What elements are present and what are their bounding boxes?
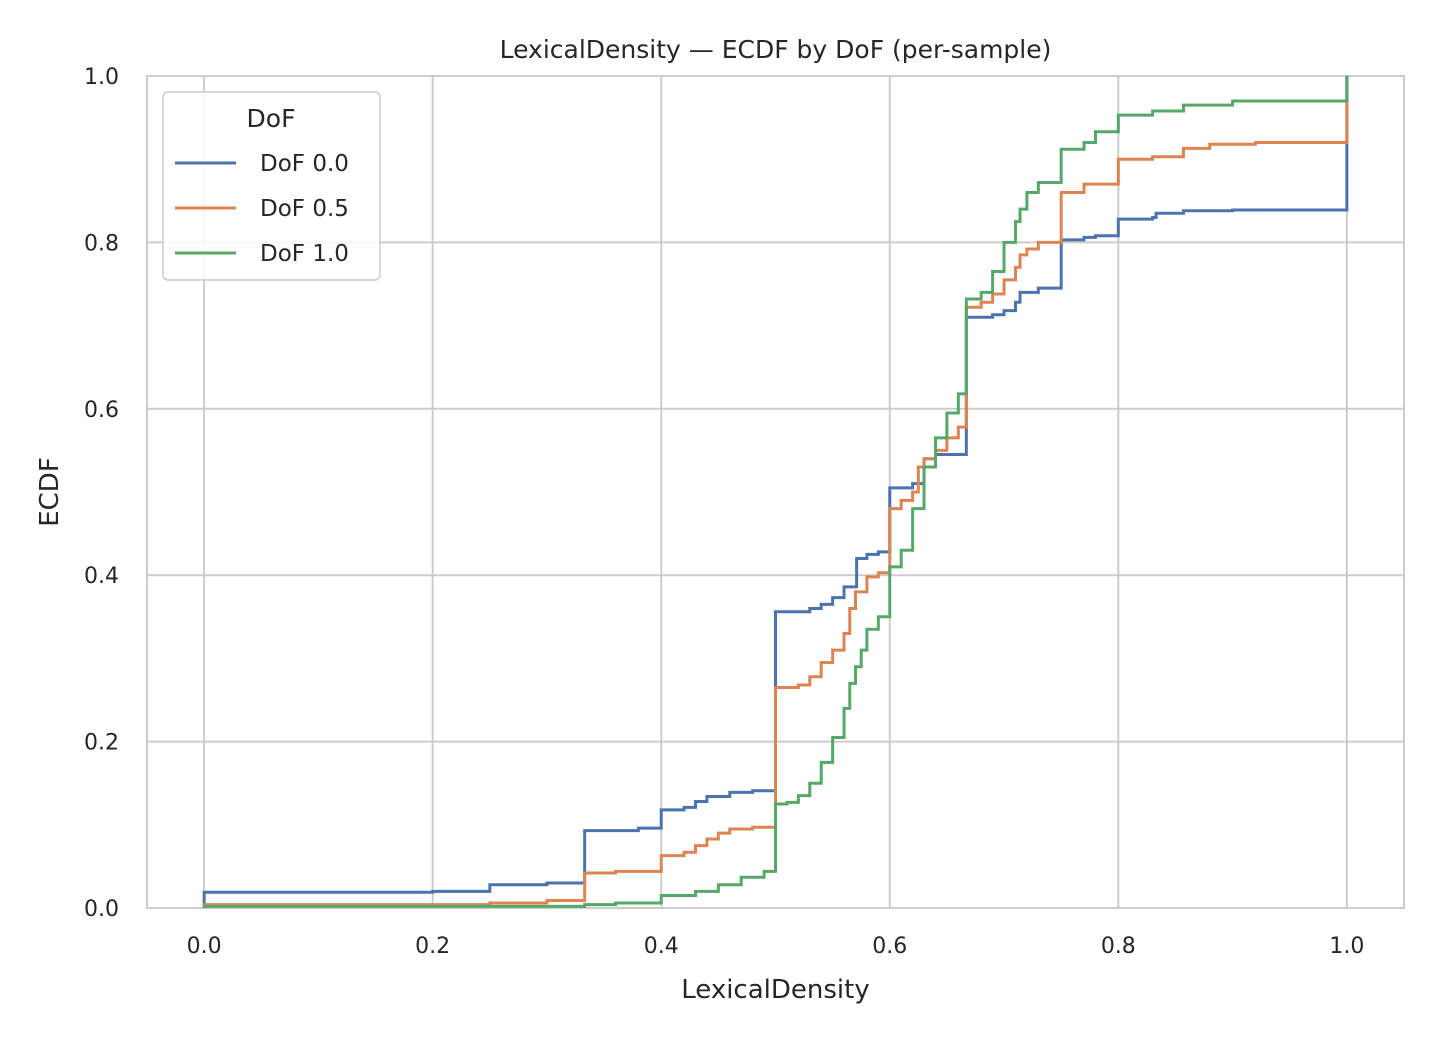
legend-items: DoF 0.0 DoF 0.5 DoF 1.0 (175, 151, 349, 267)
legend-box (162, 91, 381, 281)
x-tick-label: 0.4 (644, 934, 679, 959)
x-tick-label: 0.8 (1101, 934, 1136, 959)
y-axis-label: ECDF (35, 457, 65, 527)
series-line-dof-0-5 (202, 76, 1349, 908)
series-line-dof-0-0 (202, 76, 1349, 908)
y-tick-label: 0.8 (84, 231, 119, 256)
chart-title: LexicalDensity — ECDF by DoF (per-sample… (500, 35, 1052, 64)
x-tick-label: 0.6 (872, 934, 907, 959)
x-axis-label: LexicalDensity (681, 975, 869, 1005)
tick-labels: 0.0 0.2 0.4 0.6 0.8 1.0 0.0 0.2 0.4 0.6 0.8 1.0 (84, 65, 1364, 959)
grid-lines (147, 75, 1404, 909)
legend-label: DoF 0.0 (260, 151, 349, 177)
y-tick-label: 0.6 (84, 398, 119, 423)
x-tick-label: 0.2 (415, 934, 450, 959)
x-tick-label: 0.0 (187, 934, 222, 959)
plot-frame (146, 75, 1405, 909)
legend-title: DoF (247, 104, 296, 133)
legend-label: DoF 0.5 (260, 196, 349, 222)
legend: DoF DoF 0.0 DoF 0.5 DoF 1.0 (162, 91, 381, 281)
y-tick-label: 0.0 (84, 897, 119, 922)
series-line-dof-1-0 (202, 76, 1349, 908)
y-tick-label: 0.4 (84, 564, 119, 589)
x-tick-label: 1.0 (1329, 934, 1364, 959)
legend-label: DoF 1.0 (260, 241, 349, 267)
y-tick-label: 1.0 (84, 65, 119, 90)
series-lines (202, 76, 1349, 908)
y-tick-label: 0.2 (84, 731, 119, 756)
